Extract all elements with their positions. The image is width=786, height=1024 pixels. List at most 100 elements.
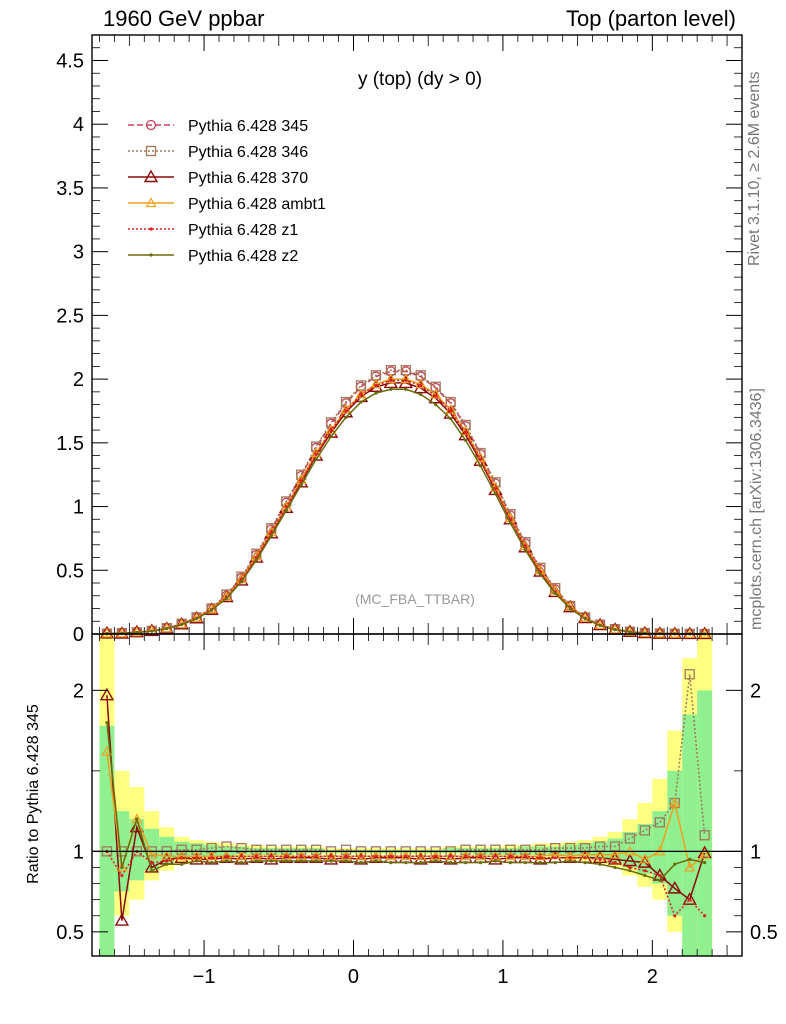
main-ytick-label: 0 [73,624,84,646]
data-point-triangle [592,850,608,863]
data-point-dot [344,409,348,413]
data-point-dot [478,464,483,468]
data-point-dot [299,483,303,487]
legend-label: Pythia 6.428 346 [188,144,308,161]
data-point-dot [299,859,303,863]
data-point-dot [314,859,318,863]
legend: Pythia 6.428 345 Pythia 6.428 346 Pythia 6… [128,118,326,265]
data-point-dot [598,862,602,866]
data-point-square [176,844,187,855]
legend-label: Pythia 6.428 345 [188,118,308,135]
data-point-dot [165,862,169,866]
axes: 0 0.5 1 1.5 2 2.5 3 3.5 4 4.5 0.5 0.5 1 1 2 2 −1 0 1 2 [56,34,778,988]
data-point-dot [703,914,707,918]
data-point-dot [239,580,244,584]
data-point-dot [180,862,184,866]
legend-label: Pythia 6.428 370 [188,170,308,187]
data-point-dot [269,534,273,538]
data-point-dot [314,457,318,461]
ratio-ytick-label-right: 0.5 [750,922,778,944]
data-point-dot [658,878,662,882]
ratio-y-axis-label: Ratio to Pythia 6.428 345 [25,704,42,884]
data-point-dot [688,857,692,862]
data-point-dot [389,854,393,858]
data-point-dot [149,227,153,231]
data-point-dot [329,854,333,858]
data-point-dot [150,629,154,633]
data-point-square [520,844,531,855]
data-point-triangle-small [385,373,397,384]
data-point-dot [359,861,363,865]
data-point-dot [150,861,154,865]
data-point-dot [194,856,199,860]
data-curves [99,365,712,926]
data-point-dot [523,854,527,858]
data-point-square [145,145,157,157]
data-point-dot [523,544,527,548]
data-point-triangle-small [684,861,696,872]
data-point-square [684,669,695,680]
data-point-dot [449,854,453,858]
data-point-square [699,830,710,841]
data-point-dot [269,859,273,863]
data-point-dot [568,856,572,860]
data-point-dot [165,627,169,631]
data-point-dot [613,861,617,865]
ratio-ytick-label-right: 2 [750,680,761,702]
data-point-dot [404,378,408,382]
data-point-dot [344,859,348,863]
data-point-dot [523,548,527,552]
data-point-triangle-small [310,447,322,458]
xtick-label: −1 [193,966,216,988]
data-point-triangle-small [474,850,487,861]
data-point-dot [703,861,707,865]
data-point-dot [254,859,258,863]
data-point-dot [643,869,647,873]
data-point-dot [463,861,468,865]
data-point-dot [568,606,572,611]
data-point-dot [269,854,273,858]
header-right: Top (parton level) [566,6,736,31]
data-point-dot [284,854,288,858]
ratio-ytick-label-right: 1 [750,841,761,863]
main-ytick-label: 2 [73,369,84,391]
data-point-dot [463,854,468,858]
analysis-watermark: (MC_FBA_TTBAR) [355,591,475,607]
data-point-dot [389,387,393,391]
data-point-dot [598,623,602,628]
data-point-triangle-small [400,373,412,384]
data-point-dot [493,854,498,858]
data-point-triangle [143,169,159,183]
data-point-triangle-small [430,388,442,399]
band-green-bin [682,714,698,956]
data-point-dot [374,854,378,858]
data-point-dot [135,817,139,821]
data-point-triangle-small [325,424,337,435]
data-point-triangle-small [519,850,531,861]
data-point-dot [478,861,483,865]
band-green-bin [99,725,115,956]
data-point-triangle-small [639,853,651,864]
data-point-dot [493,859,498,863]
data-point-dot [508,854,512,858]
main-ytick-label: 1 [73,497,84,519]
data-point-dot [419,383,423,388]
ratio-series-line [106,695,706,921]
data-point-dot [553,591,557,595]
data-point-dot [359,392,363,396]
data-point-triangle-small [131,813,143,824]
data-point-dot [493,487,498,491]
data-point-dot [359,400,363,404]
data-point-dot [389,861,393,865]
data-point-triangle [697,845,712,859]
main-ytick-label: 4 [73,114,84,136]
data-point-dot [419,861,423,865]
xtick-label: 1 [497,966,508,988]
data-point-dot [329,434,333,439]
data-point-triangle [114,913,130,926]
main-ytick-label: 2.5 [56,305,84,327]
header-left: 1960 GeV ppbar [103,6,265,31]
data-point-triangle-small [669,797,681,808]
data-point-triangle-small [355,850,367,861]
data-point-dot [673,862,677,866]
